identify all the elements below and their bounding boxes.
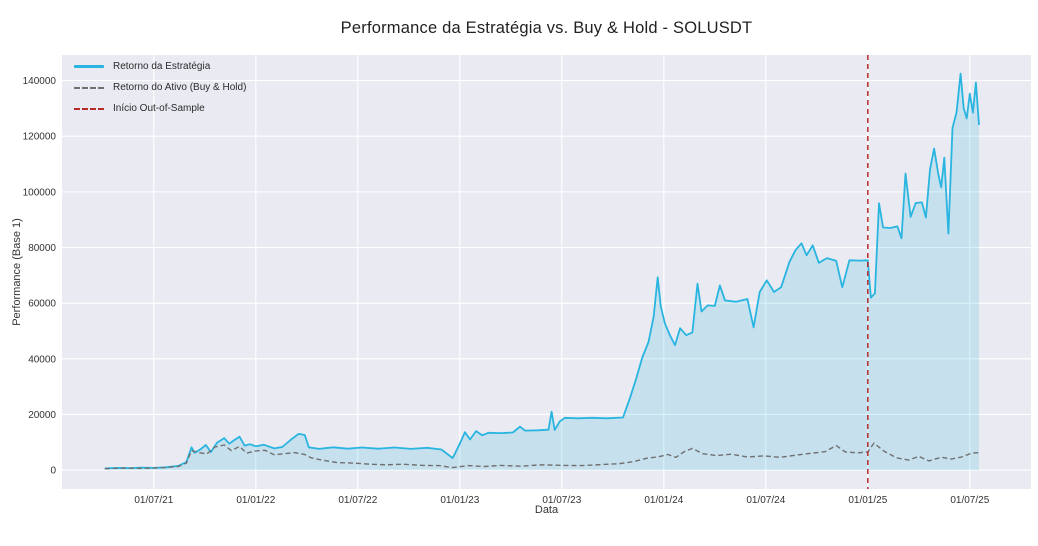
x-tick-label: 01/01/25 bbox=[848, 495, 887, 506]
x-tick-label: 01/07/25 bbox=[950, 495, 989, 506]
y-tick-label: 140000 bbox=[23, 76, 57, 87]
y-tick-label: 0 bbox=[50, 466, 56, 477]
legend-item-asset: Retorno do Ativo (Buy & Hold) bbox=[74, 77, 246, 98]
y-tick-label: 80000 bbox=[28, 243, 56, 254]
asset-line bbox=[104, 442, 980, 470]
y-tick-label: 100000 bbox=[23, 187, 57, 198]
y-tick-label: 40000 bbox=[28, 354, 56, 365]
x-tick-label: 01/07/21 bbox=[134, 495, 173, 506]
x-tick-label: 01/07/23 bbox=[542, 495, 581, 506]
oos-line-swatch bbox=[74, 107, 104, 110]
legend-item-oos: Início Out-of-Sample bbox=[74, 98, 246, 119]
chart-title: Performance da Estratégia vs. Buy & Hold… bbox=[340, 19, 753, 37]
y-tick-label: 60000 bbox=[28, 299, 56, 310]
legend: Retorno da Estratégia Retorno do Ativo (… bbox=[74, 56, 246, 119]
strategy-line bbox=[104, 72, 980, 470]
legend-item-strategy: Retorno da Estratégia bbox=[74, 56, 246, 77]
x-tick-label: 01/07/24 bbox=[746, 495, 785, 506]
y-axis-label: Performance (Base 1) bbox=[11, 218, 23, 326]
legend-label-oos: Início Out-of-Sample bbox=[113, 103, 205, 114]
x-axis-label: Data bbox=[534, 504, 559, 516]
y-tick-label: 120000 bbox=[23, 132, 57, 143]
x-tick-label: 01/07/22 bbox=[338, 495, 377, 506]
x-tick-label: 01/01/23 bbox=[440, 495, 479, 506]
legend-label-asset: Retorno do Ativo (Buy & Hold) bbox=[113, 82, 247, 93]
asset-line-swatch bbox=[74, 86, 104, 89]
legend-label-strategy: Retorno da Estratégia bbox=[113, 61, 211, 72]
y-tick-label: 20000 bbox=[28, 410, 56, 421]
x-tick-label: 01/01/22 bbox=[236, 495, 275, 506]
strategy-fill bbox=[104, 73, 980, 471]
strategy-line-swatch bbox=[74, 65, 104, 68]
x-tick-label: 01/01/24 bbox=[644, 495, 683, 506]
